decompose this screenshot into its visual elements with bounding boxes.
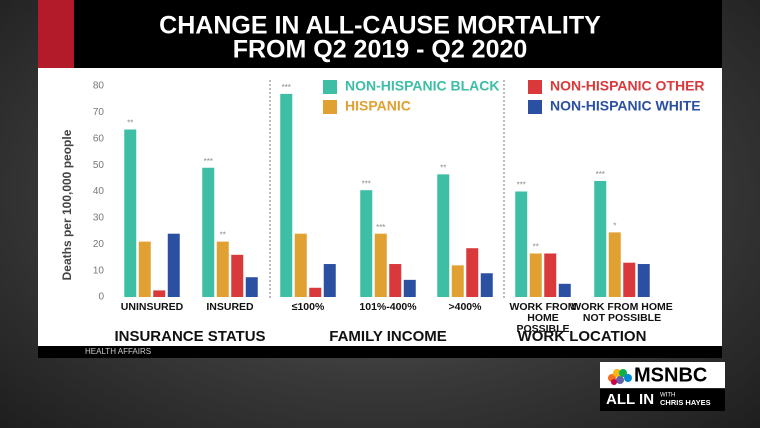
bar <box>153 290 166 297</box>
y-tick-label: 0 <box>98 292 104 303</box>
significance: *** <box>517 181 526 190</box>
bar <box>623 262 636 297</box>
significance: *** <box>596 170 605 179</box>
y-tick-label: 80 <box>93 81 105 92</box>
group-label: INSURANCE STATUS <box>114 328 265 345</box>
significance: *** <box>204 157 213 166</box>
significance: * <box>613 221 616 230</box>
significance: ** <box>440 163 446 172</box>
bar <box>480 273 493 297</box>
y-tick-label: 20 <box>93 239 105 250</box>
bar <box>124 129 137 297</box>
panel <box>38 68 722 346</box>
source-strip <box>38 346 722 358</box>
bar <box>466 248 479 297</box>
show-box <box>600 389 725 411</box>
bar <box>544 253 557 297</box>
x-tick-label: ≤100% <box>291 301 325 313</box>
legend-label: HISPANIC <box>345 98 411 114</box>
y-tick-label: 40 <box>93 186 105 197</box>
bar <box>451 265 464 297</box>
bar <box>280 93 293 297</box>
significance: ** <box>533 243 539 252</box>
y-tick-label: 60 <box>93 133 105 144</box>
significance: ** <box>220 231 226 240</box>
legend-label: NON-HISPANIC OTHER <box>550 78 705 94</box>
x-tick-label: UNINSURED <box>120 301 184 313</box>
bar <box>167 233 180 297</box>
bar <box>294 233 307 297</box>
network: MSNBC <box>634 364 707 386</box>
bar <box>515 191 528 297</box>
bar <box>231 254 244 297</box>
x-tick-label: INSURED <box>206 301 254 313</box>
x-tick-label: WORK FROM HOME POSSIBLE <box>509 301 577 335</box>
bar <box>608 232 621 297</box>
title: CHANGE IN ALL-CAUSE MORTALITY <box>159 12 601 40</box>
bar <box>216 241 229 297</box>
significance: ** <box>127 119 133 128</box>
bar <box>202 167 215 297</box>
y-tick-label: 10 <box>93 265 105 276</box>
peacock <box>608 369 632 385</box>
title: FROM Q2 2019 - Q2 2020 <box>233 36 528 64</box>
bar <box>529 253 542 297</box>
significance: *** <box>282 83 291 92</box>
bar <box>323 264 336 297</box>
bar <box>374 233 387 297</box>
significance: *** <box>376 223 385 232</box>
x-tick-label: WORK FROM HOME NOT POSSIBLE <box>571 301 673 324</box>
bar <box>594 180 607 297</box>
bar <box>360 190 373 297</box>
bar <box>245 277 258 297</box>
bar <box>138 241 151 297</box>
with: WITH <box>660 393 675 399</box>
y-tick-label: 30 <box>93 213 105 224</box>
y-tick-label: 50 <box>93 160 105 171</box>
significance: *** <box>362 179 371 188</box>
legend-swatch <box>528 100 542 114</box>
host: CHRIS HAYES <box>660 398 711 407</box>
legend-swatch <box>528 80 542 94</box>
bar <box>309 287 322 297</box>
accent <box>38 0 74 68</box>
source: HEALTH AFFAIRS <box>85 347 151 356</box>
legend-label: NON-HISPANIC WHITE <box>550 98 701 114</box>
legend-swatch <box>323 100 337 114</box>
legend-swatch <box>323 80 337 94</box>
y-tick-label: 70 <box>93 107 105 118</box>
bar <box>389 264 402 297</box>
bar <box>403 279 416 297</box>
bar <box>558 283 571 297</box>
bar <box>637 264 650 297</box>
show: ALL IN <box>606 391 654 408</box>
bar <box>437 174 450 297</box>
x-tick-label: >400% <box>448 301 482 313</box>
group-label: FAMILY INCOME <box>329 328 447 345</box>
legend-label: NON-HISPANIC BLACK <box>345 78 500 94</box>
title-band <box>38 0 722 68</box>
y-axis-label: Deaths per 100,000 people <box>60 129 74 280</box>
x-tick-label: 101%-400% <box>359 301 417 313</box>
group-label: WORK LOCATION <box>518 328 647 345</box>
